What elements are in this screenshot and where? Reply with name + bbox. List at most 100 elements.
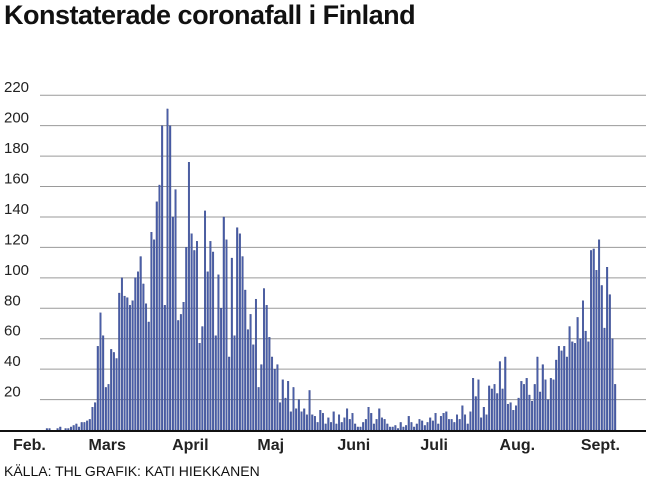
bar — [230, 257, 233, 431]
bar — [434, 413, 437, 431]
bar — [56, 428, 59, 431]
y-tick-label: 80 — [4, 292, 21, 309]
bar — [410, 422, 413, 431]
bar — [598, 239, 601, 431]
bar — [488, 385, 491, 431]
bar — [582, 300, 584, 431]
bar — [614, 384, 617, 431]
bar — [544, 379, 547, 431]
bar — [579, 338, 582, 431]
bar — [383, 419, 386, 431]
bar — [547, 399, 550, 431]
bar — [477, 379, 480, 431]
bar — [415, 423, 418, 431]
bar — [169, 125, 172, 431]
bar — [206, 271, 209, 431]
bar — [78, 426, 81, 431]
bar — [603, 327, 606, 431]
x-tick-label: Mars — [89, 437, 126, 454]
bar — [257, 387, 260, 431]
bar — [110, 349, 113, 431]
bars — [45, 108, 617, 431]
bar — [531, 400, 534, 431]
y-tick-label: 60 — [4, 323, 21, 340]
bar — [45, 428, 48, 431]
bar — [83, 422, 86, 431]
bar — [212, 251, 215, 431]
bar — [549, 378, 552, 431]
bar — [161, 125, 164, 431]
bar — [469, 411, 472, 431]
bar — [99, 312, 102, 431]
bar — [204, 210, 207, 431]
bar — [139, 256, 142, 431]
bar — [75, 423, 78, 431]
bar — [324, 423, 327, 431]
bar — [268, 337, 271, 431]
bar — [552, 379, 555, 431]
x-tick-label: Feb. — [13, 437, 46, 454]
bar — [305, 414, 308, 431]
bar — [496, 393, 499, 431]
bar — [238, 233, 241, 431]
x-tick-label: Sept. — [581, 437, 620, 454]
bar — [563, 346, 566, 431]
bar — [584, 330, 587, 431]
bar — [407, 416, 410, 431]
bar — [453, 422, 456, 431]
bar — [394, 425, 397, 431]
bar — [220, 308, 223, 431]
bar — [359, 426, 362, 431]
bar — [458, 419, 461, 431]
bar — [608, 294, 611, 431]
bar — [177, 320, 180, 431]
bar — [330, 422, 333, 431]
bar — [423, 425, 426, 431]
bar — [348, 419, 351, 431]
bar — [96, 346, 99, 431]
bar — [217, 274, 220, 431]
bar — [72, 425, 75, 431]
x-tick-label: Juli — [420, 437, 448, 454]
bar — [271, 356, 274, 431]
bar — [126, 297, 129, 431]
bar — [595, 270, 598, 431]
bar — [327, 417, 330, 431]
bar — [557, 346, 560, 431]
bar — [504, 356, 507, 431]
bar — [128, 305, 131, 431]
y-tick-label: 220 — [4, 79, 29, 96]
bar — [64, 428, 67, 431]
bar — [236, 227, 239, 431]
bar — [313, 416, 316, 431]
bar — [284, 397, 287, 431]
bar — [332, 411, 335, 431]
x-axis-month-labels: Feb. Mars April Maj Juni Juli Aug. Sept. — [13, 437, 620, 454]
bar — [287, 381, 290, 431]
bar — [389, 426, 391, 431]
bar — [273, 368, 276, 431]
bar — [145, 303, 148, 431]
bar — [565, 356, 568, 431]
bar — [249, 314, 252, 431]
bar — [375, 419, 378, 431]
bar — [560, 350, 563, 431]
bar — [606, 267, 609, 431]
bar — [112, 352, 115, 431]
y-tick-label: 100 — [4, 262, 29, 279]
bar — [405, 425, 408, 431]
bar — [533, 384, 536, 431]
bar — [555, 359, 558, 431]
bar — [303, 408, 306, 431]
bar — [482, 407, 485, 431]
bar — [362, 422, 365, 431]
bar — [397, 428, 400, 431]
bar — [426, 422, 429, 431]
bar — [372, 423, 375, 431]
bar — [70, 426, 72, 431]
bar — [429, 417, 432, 431]
y-tick-label: 140 — [4, 201, 29, 218]
bar — [214, 335, 217, 431]
bar — [573, 343, 576, 431]
